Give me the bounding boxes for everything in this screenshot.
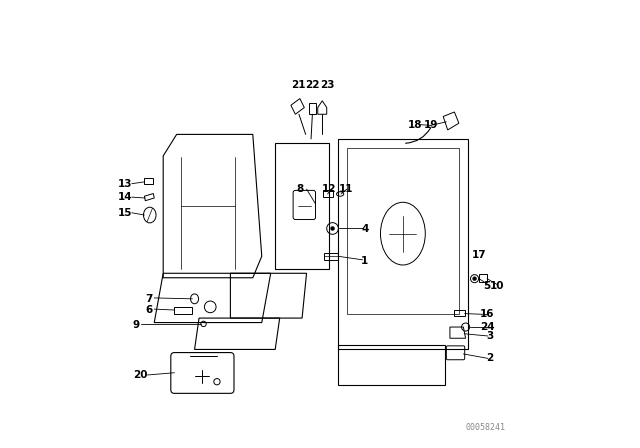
Bar [323,190,333,197]
Text: 6: 6 [145,305,152,315]
Text: 3: 3 [486,331,494,341]
Text: 22: 22 [305,80,320,90]
Text: 23: 23 [320,80,335,90]
Bar [454,310,465,316]
Circle shape [473,277,476,280]
Text: 7: 7 [145,294,152,304]
Text: 00058241: 00058241 [466,423,506,432]
Text: 19: 19 [424,120,438,129]
Bar [479,274,487,282]
Text: 20: 20 [134,370,148,380]
Text: 4: 4 [361,224,369,234]
Text: 10: 10 [490,281,504,291]
Text: 21: 21 [291,80,306,90]
Text: 14: 14 [118,192,132,202]
Bar [145,178,154,184]
Text: 16: 16 [480,310,494,319]
Text: 11: 11 [339,184,353,194]
Text: 1: 1 [361,256,369,266]
Text: 2: 2 [486,353,494,363]
Text: 5: 5 [483,281,491,291]
Text: 9: 9 [132,320,140,330]
Text: 18: 18 [408,120,422,129]
Text: 12: 12 [322,184,336,194]
Text: 24: 24 [480,322,495,332]
Text: 17: 17 [472,250,486,260]
Text: 15: 15 [118,208,132,218]
Text: 13: 13 [118,179,132,189]
Text: 8: 8 [296,184,303,194]
Circle shape [330,226,335,231]
Bar [309,103,316,114]
